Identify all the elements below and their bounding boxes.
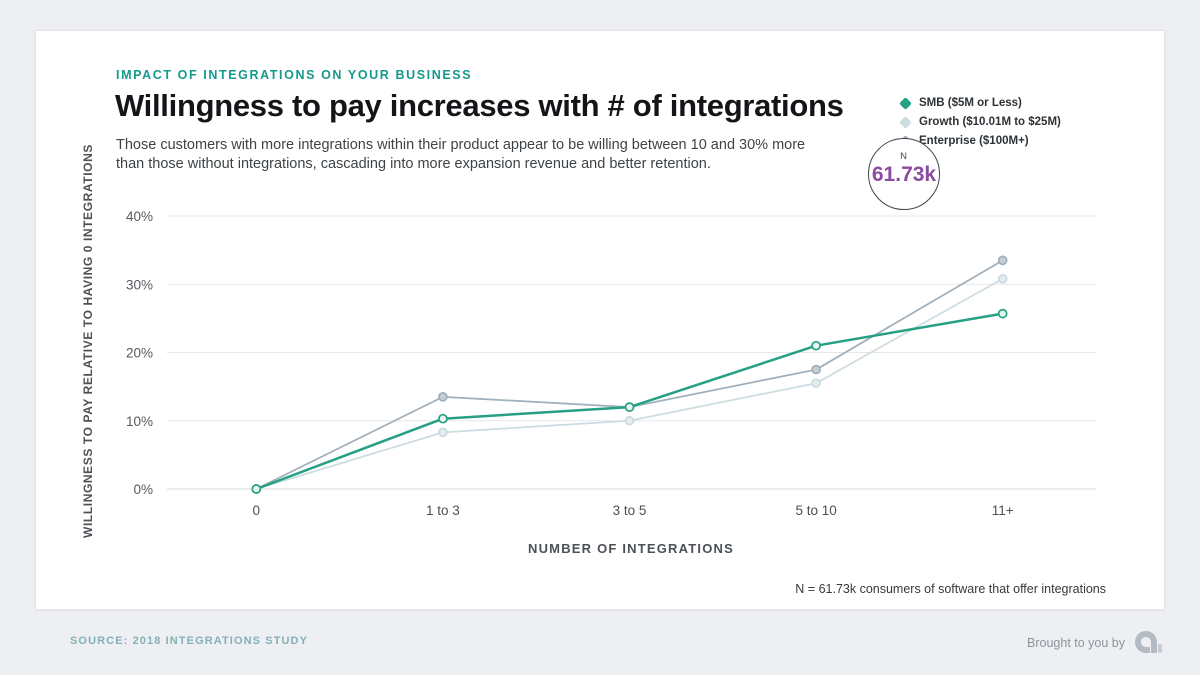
legend-label: Enterprise ($100M+) — [919, 135, 1029, 147]
x-tick-label: 11+ — [992, 503, 1014, 518]
data-point — [624, 402, 635, 412]
n-value: 61.73k — [871, 163, 937, 186]
y-axis-label: WILLINGNESS TO PAY RELATIVE TO HAVING 0 … — [81, 144, 95, 538]
eyebrow-kicker: IMPACT OF INTEGRATIONS ON YOUR BUSINESS — [116, 68, 473, 82]
legend-item-smb: SMB ($5M or Less) — [899, 96, 1061, 110]
legend: SMB ($5M or Less) Growth ($10.01M to $25… — [899, 96, 1061, 148]
series-line — [255, 312, 1003, 491]
x-tick-label: 0 — [253, 503, 261, 518]
legend-label: Growth ($10.01M to $25M) — [919, 116, 1061, 128]
data-point — [997, 273, 1008, 284]
brought-by: Brought to you by — [1027, 630, 1162, 656]
brand-logo-icon — [1135, 631, 1162, 653]
page-footer: SOURCE: 2018 INTEGRATIONS STUDY Brought … — [0, 610, 1200, 675]
data-point — [624, 415, 635, 426]
legend-label: SMB ($5M or Less) — [919, 97, 1022, 109]
y-tick-label: 10% — [126, 414, 153, 429]
y-tick-label: 30% — [126, 277, 153, 292]
y-tick-label: 40% — [126, 209, 153, 224]
chart-card: IMPACT OF INTEGRATIONS ON YOUR BUSINESS … — [35, 30, 1165, 610]
data-point — [811, 340, 821, 351]
x-tick-label: 5 to 10 — [795, 503, 836, 518]
chart-footnote: N = 61.73k consumers of software that of… — [795, 582, 1106, 596]
smb-marker-icon — [899, 96, 912, 110]
chart-svg: 0% 10% 20% 30% 40% 0 1 to 3 3 to 5 5 to 10 11+ — [126, 209, 1096, 518]
data-point — [811, 364, 821, 375]
data-point — [438, 392, 448, 402]
sample-size-badge: N 61.73k — [868, 138, 940, 210]
brought-by-label: Brought to you by — [1027, 636, 1125, 650]
data-point — [438, 427, 448, 438]
data-point — [811, 378, 821, 389]
y-tick-label: 0% — [133, 482, 153, 497]
x-axis-label: NUMBER OF INTEGRATIONS — [528, 541, 734, 556]
legend-item-growth: Growth ($10.01M to $25M) — [899, 115, 1061, 129]
y-tick-label: 20% — [126, 346, 153, 361]
series-line — [256, 278, 1004, 490]
data-point — [997, 308, 1008, 319]
x-tick-label: 3 to 5 — [613, 503, 647, 518]
n-label: N — [900, 151, 908, 162]
growth-marker-icon — [899, 115, 912, 129]
x-tick-label: 1 to 3 — [426, 503, 460, 518]
subtitle-text: Those customers with more integrations w… — [116, 137, 806, 172]
data-point — [438, 413, 448, 424]
source-credit: SOURCE: 2018 INTEGRATIONS STUDY — [70, 635, 309, 647]
legend-item-enterprise: Enterprise ($100M+) — [899, 134, 1061, 148]
data-point — [997, 255, 1008, 266]
data-point — [251, 484, 262, 494]
page-title: Willingness to pay increases with # of i… — [115, 88, 844, 123]
